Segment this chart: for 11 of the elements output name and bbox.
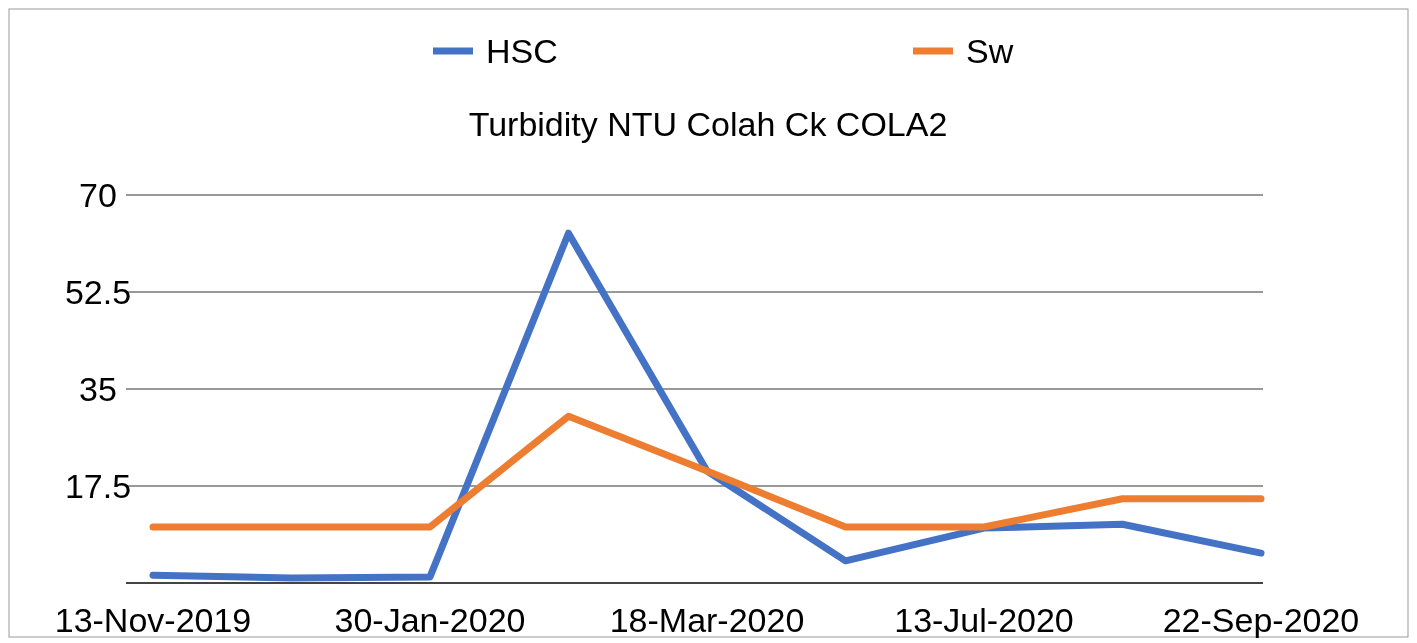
legend-label: Sw [966,32,1014,70]
y-tick-label: 70 [79,176,117,214]
y-tick-label: 17.5 [64,467,132,505]
chart-title: Turbidity NTU Colah Ck COLA2 [468,105,948,143]
x-tick-label: 13-Nov-2019 [54,601,252,639]
x-tick-label: 18-Mar-2020 [609,601,805,639]
legend-label: HSC [486,32,558,70]
x-tick-label: 30-Jan-2020 [334,601,526,639]
y-tick-label: 35 [79,370,117,408]
y-tick-label: 52.5 [64,273,132,311]
x-tick-label: 13-Jul-2020 [894,601,1074,639]
